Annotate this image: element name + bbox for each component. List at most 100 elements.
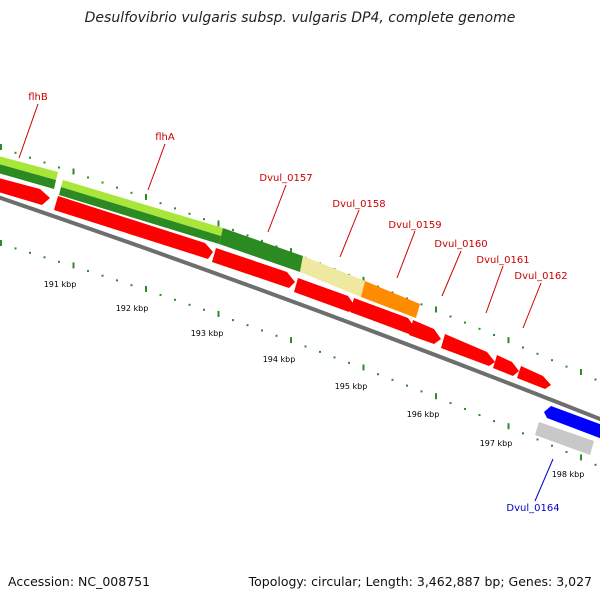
top-feature-bars xyxy=(0,155,420,318)
minor-tick xyxy=(377,373,379,376)
dvul-0157-leader xyxy=(267,184,287,233)
major-tick xyxy=(0,240,2,246)
dvul-0158-leader xyxy=(339,209,360,258)
major-tick xyxy=(217,220,220,227)
minor-tick xyxy=(464,408,466,410)
gene-arrow-1[interactable] xyxy=(0,177,50,205)
kbp-label: 195 kbp xyxy=(335,382,368,391)
gene-labels: flhB flhA Dvul_0157 Dvul_0158 Dvul_0159 … xyxy=(28,92,567,514)
minor-tick xyxy=(420,303,423,306)
gene-arrow-6[interactable] xyxy=(409,320,441,344)
minor-tick xyxy=(420,390,423,393)
gene-label-flhb[interactable]: flhB xyxy=(28,92,48,103)
gene-arrow-7[interactable] xyxy=(441,334,495,366)
minor-tick xyxy=(522,432,524,435)
major-tick xyxy=(362,364,365,371)
major-tick xyxy=(0,144,2,150)
gene-label-dvul-0160[interactable]: Dvul_0160 xyxy=(434,239,487,250)
minor-tick xyxy=(464,321,466,324)
minor-tick xyxy=(232,319,234,322)
lower-feature-bars xyxy=(535,406,600,455)
minor-tick xyxy=(565,365,568,368)
dvul-0159-leader xyxy=(396,230,416,279)
major-tick xyxy=(145,194,147,200)
minor-tick xyxy=(43,161,46,164)
dvul-0159-top-bar[interactable] xyxy=(361,281,420,318)
minor-tick xyxy=(101,181,104,184)
major-tick xyxy=(290,337,292,344)
minor-tick xyxy=(29,251,31,254)
minor-tick xyxy=(594,378,597,381)
minor-tick xyxy=(565,451,568,453)
major-tick xyxy=(507,423,510,430)
gene-arrow-2[interactable] xyxy=(54,196,213,259)
gene-label-dvul-0158[interactable]: Dvul_0158 xyxy=(332,199,385,210)
minor-tick xyxy=(14,151,17,154)
minor-tick xyxy=(43,256,46,259)
gene-label-dvul-0164[interactable]: Dvul_0164 xyxy=(506,503,559,514)
minor-tick xyxy=(304,345,307,348)
minor-tick xyxy=(261,239,263,242)
major-tick xyxy=(145,286,147,292)
flha-top-bar-light[interactable] xyxy=(61,180,223,236)
major-tick xyxy=(72,168,75,175)
minor-tick xyxy=(232,228,234,231)
minor-tick xyxy=(333,356,336,359)
gene-label-lines xyxy=(18,103,554,502)
major-tick xyxy=(290,248,292,255)
dvul-0164-gray-bar[interactable] xyxy=(535,422,594,455)
minor-tick xyxy=(551,444,553,447)
minor-tick xyxy=(493,334,495,336)
minor-tick xyxy=(203,218,205,221)
minor-tick xyxy=(159,293,162,296)
minor-tick xyxy=(551,359,553,362)
major-tick xyxy=(435,393,437,400)
minor-tick xyxy=(493,420,495,423)
dvul-0160-leader xyxy=(441,250,462,297)
major-tick xyxy=(507,337,510,344)
flhb-top-bar-dark[interactable] xyxy=(0,163,56,189)
major-tick xyxy=(72,262,75,269)
kbp-label: 198 kbp xyxy=(552,470,585,479)
minor-tick xyxy=(536,352,539,355)
blue-gene-arrow[interactable] xyxy=(544,406,600,440)
topology-text: Topology: circular; Length: 3,462,887 bp… xyxy=(248,574,592,589)
kbp-label: 191 kbp xyxy=(44,280,77,289)
gene-label-dvul-0157[interactable]: Dvul_0157 xyxy=(259,173,312,184)
gene-label-flha[interactable]: flhA xyxy=(155,132,175,143)
minor-tick xyxy=(449,402,452,405)
flha-top-bar-dark[interactable] xyxy=(59,187,221,244)
kbp-label: 196 kbp xyxy=(407,410,440,419)
dvul-0158-top-bar[interactable] xyxy=(300,256,365,297)
gene-arrow-3[interactable] xyxy=(212,248,295,288)
gene-arrow-9[interactable] xyxy=(517,366,551,389)
minor-tick xyxy=(116,186,118,189)
gene-arrow-4[interactable] xyxy=(294,278,355,312)
gene-label-dvul-0161[interactable]: Dvul_0161 xyxy=(476,255,529,266)
minor-tick xyxy=(188,212,191,215)
gene-label-dvul-0159[interactable]: Dvul_0159 xyxy=(388,220,441,231)
minor-tick xyxy=(174,298,176,301)
minor-tick xyxy=(14,247,17,250)
minor-tick xyxy=(391,378,394,381)
minor-tick xyxy=(130,284,133,287)
kbp-label: 194 kbp xyxy=(263,355,296,364)
red-gene-arrows xyxy=(0,177,551,389)
minor-tick xyxy=(319,350,321,353)
flhb-top-bar-light[interactable] xyxy=(0,155,58,180)
gene-arrow-8[interactable] xyxy=(493,355,519,376)
minor-tick xyxy=(449,315,452,318)
minor-tick xyxy=(58,166,60,169)
kbp-label: 192 kbp xyxy=(116,304,149,313)
minor-tick xyxy=(275,245,278,248)
minor-tick xyxy=(159,202,162,205)
accession-text: Accession: NC_008751 xyxy=(8,574,150,589)
minor-tick xyxy=(594,463,597,466)
gene-label-dvul-0162[interactable]: Dvul_0162 xyxy=(514,271,567,282)
gene-arrow-5[interactable] xyxy=(350,298,416,334)
minor-tick xyxy=(58,260,60,263)
minor-tick xyxy=(174,207,176,210)
minor-tick xyxy=(522,346,524,349)
dvul-0157-top-bar[interactable] xyxy=(219,228,303,272)
dvul-0162-leader xyxy=(522,282,542,329)
